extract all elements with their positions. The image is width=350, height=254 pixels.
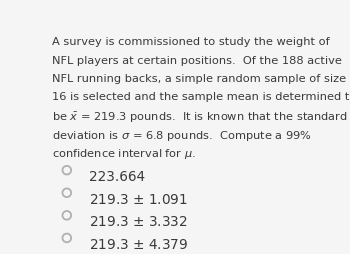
Text: NFL running backs, a simple random sample of size: NFL running backs, a simple random sampl… [52,74,346,84]
Text: 219.3 $\pm$ 4.379: 219.3 $\pm$ 4.379 [89,237,188,251]
Text: 219.3 $\pm$ 3.332: 219.3 $\pm$ 3.332 [89,215,187,228]
Text: 223.664: 223.664 [89,169,145,183]
Text: A survey is commissioned to study the weight of: A survey is commissioned to study the we… [52,37,330,47]
Text: be $\bar{x}$ = 219.3 pounds.  It is known that the standard: be $\bar{x}$ = 219.3 pounds. It is known… [52,110,348,124]
Text: deviation is $\sigma$ = 6.8 pounds.  Compute a 99%: deviation is $\sigma$ = 6.8 pounds. Comp… [52,128,312,142]
Text: NFL players at certain positions.  Of the 188 active: NFL players at certain positions. Of the… [52,56,342,66]
Text: confidence interval for $\mu$.: confidence interval for $\mu$. [52,147,196,161]
Text: 219.3 $\pm$ 1.091: 219.3 $\pm$ 1.091 [89,192,187,206]
Text: 16 is selected and the sample mean is determined to: 16 is selected and the sample mean is de… [52,92,350,102]
